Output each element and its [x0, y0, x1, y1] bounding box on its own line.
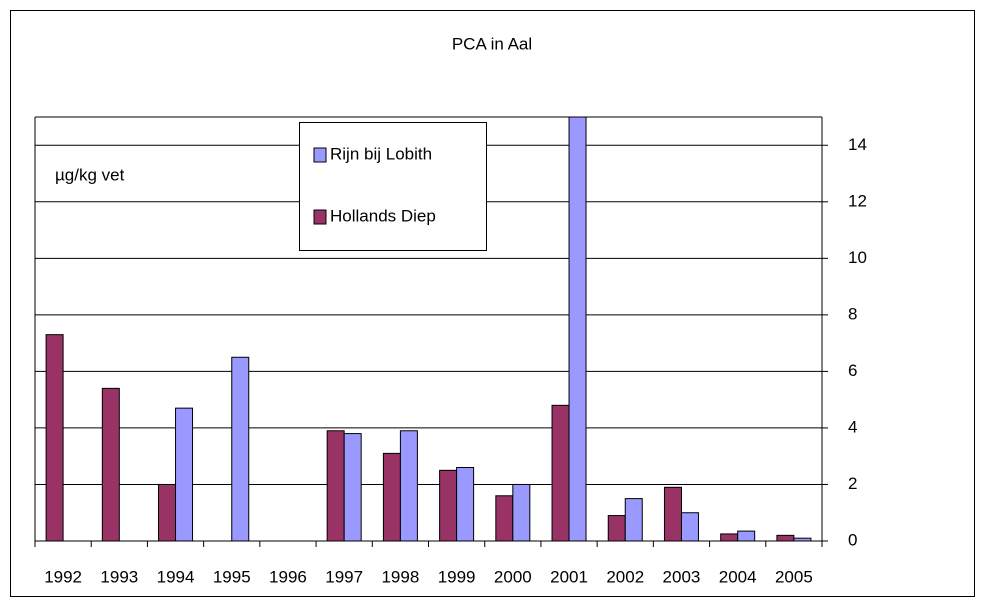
bar — [439, 469, 458, 541]
bar — [680, 512, 699, 541]
x-tick-label: 2005 — [775, 567, 813, 586]
y-tick-label: 12 — [848, 191, 867, 210]
y-tick-label: 14 — [848, 135, 867, 154]
bar — [175, 407, 194, 541]
x-tick-label: 1999 — [438, 567, 476, 586]
bar — [551, 404, 570, 541]
y-tick-label: 0 — [848, 530, 857, 549]
bar — [456, 467, 475, 541]
legend-swatch — [313, 147, 327, 163]
bar — [737, 530, 756, 541]
legend-box — [299, 122, 487, 251]
bar — [101, 387, 120, 541]
legend-label: Rijn bij Lobith — [330, 144, 432, 163]
bar — [663, 486, 682, 541]
chart-title: PCA in Aal — [452, 34, 532, 53]
bar — [776, 534, 795, 541]
x-tick-label: 2002 — [606, 567, 644, 586]
chart-frame — [10, 10, 975, 597]
x-tick-label: 1995 — [213, 567, 251, 586]
x-tick-label: 2003 — [663, 567, 701, 586]
bar — [793, 537, 812, 541]
bar — [399, 430, 418, 541]
legend-swatch — [313, 209, 327, 225]
x-tick-label: 2001 — [550, 567, 588, 586]
y-tick-label: 2 — [848, 474, 857, 493]
y-tick-label: 6 — [848, 361, 857, 380]
x-tick-label: 1992 — [44, 567, 82, 586]
bar — [512, 483, 531, 541]
x-tick-label: 1994 — [157, 567, 195, 586]
unit-annotation: µg/kg vet — [55, 165, 125, 184]
bar — [495, 495, 514, 541]
bar — [624, 498, 643, 541]
x-tick-label: 1996 — [269, 567, 307, 586]
bar — [326, 430, 345, 541]
legend-label: Hollands Diep — [330, 206, 436, 225]
x-tick-label: 2000 — [494, 567, 532, 586]
bar — [45, 334, 64, 541]
bar — [568, 117, 587, 541]
bar — [231, 356, 250, 541]
x-tick-label: 2004 — [719, 567, 757, 586]
bar — [607, 515, 626, 541]
y-tick-label: 4 — [848, 417, 857, 436]
bar — [720, 533, 739, 541]
y-tick-label: 10 — [848, 248, 867, 267]
bar — [382, 452, 401, 541]
y-tick-label: 8 — [848, 304, 857, 323]
x-tick-label: 1998 — [381, 567, 419, 586]
bar — [343, 433, 362, 541]
x-tick-label: 1993 — [100, 567, 138, 586]
bar — [158, 483, 177, 541]
x-tick-label: 1997 — [325, 567, 363, 586]
